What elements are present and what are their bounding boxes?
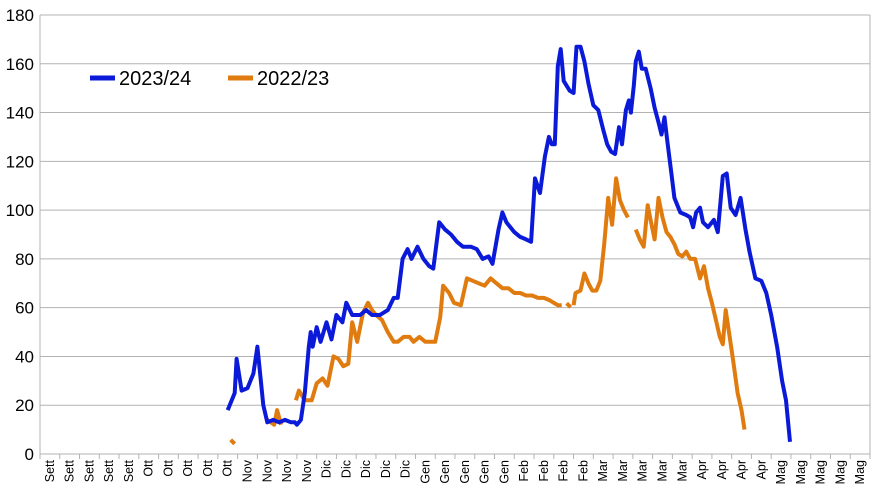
x-tick-label: Gen bbox=[418, 460, 432, 484]
series-point-1 bbox=[565, 301, 573, 309]
legend-label-1: 2022/23 bbox=[257, 68, 329, 90]
data-series bbox=[225, 44, 792, 446]
x-tick-label: Dic bbox=[399, 460, 413, 478]
x-tick-label: Mar bbox=[636, 460, 650, 482]
x-tick-label: Apr bbox=[754, 460, 768, 479]
x-tick-label: Dic bbox=[339, 460, 353, 478]
series-line-0 bbox=[225, 44, 792, 442]
y-tick-label: 100 bbox=[6, 201, 34, 220]
x-tick-label: Feb bbox=[576, 460, 590, 482]
x-tick-label: Nov bbox=[260, 459, 274, 482]
x-tick-label: Nov bbox=[241, 459, 255, 482]
x-tick-label: Dic bbox=[359, 460, 373, 478]
x-tick-label: Feb bbox=[557, 460, 571, 482]
x-tick-label: Mag bbox=[833, 460, 847, 484]
series-point-1 bbox=[229, 438, 237, 446]
y-tick-label: 160 bbox=[6, 55, 34, 74]
x-tick-label: Ott bbox=[142, 459, 156, 476]
x-tick-label: Sett bbox=[82, 459, 96, 482]
x-tick-label: Sett bbox=[122, 459, 136, 482]
x-tick-label: Dic bbox=[320, 460, 334, 478]
y-tick-label: 80 bbox=[15, 250, 34, 269]
x-tick-label: Ott bbox=[181, 459, 195, 476]
series-line-1 bbox=[266, 176, 747, 430]
x-tick-label: Mag bbox=[814, 460, 828, 484]
axes bbox=[39, 15, 871, 459]
x-tick-label: Feb bbox=[517, 460, 531, 482]
y-tick-label: 140 bbox=[6, 104, 34, 123]
y-tick-label: 180 bbox=[6, 6, 34, 25]
legend: 2023/24 2022/23 bbox=[90, 68, 329, 90]
x-tick-label: Gen bbox=[458, 460, 472, 484]
x-tick-label: Ott bbox=[161, 459, 175, 476]
x-tick-label: Mar bbox=[675, 460, 689, 482]
x-tick-label: Ott bbox=[201, 459, 215, 476]
x-tick-label: Mag bbox=[774, 460, 788, 484]
y-axis-tick-labels: 0 20 40 60 80 100 120 140 160 180 bbox=[6, 6, 34, 464]
x-tick-label: Dic bbox=[379, 460, 393, 478]
x-tick-label: Nov bbox=[300, 459, 314, 482]
x-tick-label: Nov bbox=[280, 459, 294, 482]
y-tick-label: 60 bbox=[15, 299, 34, 318]
x-tick-label: Ott bbox=[221, 459, 235, 476]
x-axis-tick-labels: Sett Sett Sett Sett Sett Ott Ott Ott Ott Ott Nov No… bbox=[43, 459, 867, 484]
x-tick-label: Mag bbox=[794, 460, 808, 484]
y-tick-label: 120 bbox=[6, 152, 34, 171]
x-tick-label: Mar bbox=[616, 460, 630, 482]
legend-label-0: 2023/24 bbox=[119, 68, 191, 90]
x-tick-label: Apr bbox=[715, 460, 729, 479]
x-tick-label: Apr bbox=[735, 460, 749, 479]
grid-lines bbox=[40, 14, 870, 455]
x-tick-label: Sett bbox=[102, 459, 116, 482]
x-tick-label: Feb bbox=[537, 460, 551, 482]
y-tick-label: 40 bbox=[15, 347, 34, 366]
x-tick-label: Sett bbox=[63, 459, 77, 482]
x-tick-label: Mar bbox=[596, 460, 610, 482]
x-tick-label: Gen bbox=[497, 460, 511, 484]
x-tick-label: Mar bbox=[656, 460, 670, 482]
y-tick-label: 0 bbox=[25, 445, 34, 464]
x-tick-label: Mag bbox=[853, 460, 867, 484]
y-tick-label: 20 bbox=[15, 396, 34, 415]
x-tick-label: Gen bbox=[438, 460, 452, 484]
x-tick-label: Sett bbox=[43, 459, 57, 482]
x-tick-label: Apr bbox=[695, 460, 709, 479]
x-tick-label: Gen bbox=[478, 460, 492, 484]
